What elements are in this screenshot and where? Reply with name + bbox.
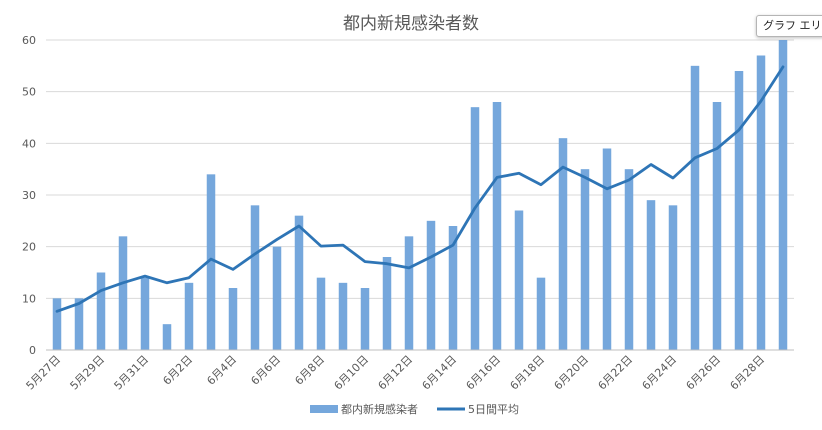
y-tick-label: 10 [22, 292, 36, 305]
y-tick-label: 60 [22, 34, 36, 47]
legend-line-label: 5日間平均 [468, 403, 519, 416]
bar[interactable] [118, 236, 128, 350]
bar[interactable] [294, 215, 304, 350]
bar[interactable] [426, 220, 436, 350]
x-axis-tick-labels: 5月27日 5月29日 5月31日 6月2日 6月4日 6月6日 6月8日 6月10日 6月12… [24, 353, 768, 393]
x-tick-label: 5月31日 [112, 353, 152, 393]
bar[interactable] [690, 65, 700, 350]
bar[interactable] [360, 288, 370, 350]
bar[interactable] [756, 55, 766, 351]
bar[interactable] [250, 205, 260, 350]
bar[interactable] [140, 277, 150, 350]
x-tick-label: 6月28日 [728, 353, 768, 393]
bar[interactable] [404, 236, 414, 350]
bar[interactable] [272, 246, 282, 350]
x-tick-label: 6月20日 [552, 353, 592, 393]
bar[interactable] [382, 257, 392, 350]
y-tick-label: 50 [22, 86, 36, 99]
y-tick-label: 30 [22, 189, 36, 202]
bar-series[interactable] [52, 40, 788, 351]
bar[interactable] [712, 102, 722, 350]
bar[interactable] [470, 107, 480, 351]
bar[interactable] [206, 174, 216, 350]
bar[interactable] [228, 288, 238, 350]
x-tick-label: 5月29日 [68, 353, 108, 393]
y-tick-label: 20 [22, 241, 36, 254]
bar[interactable] [734, 71, 744, 350]
x-tick-label: 6月24日 [640, 353, 680, 393]
chart-title: 都内新規感染者数 [343, 14, 479, 34]
legend-bar-swatch [310, 405, 338, 413]
bar[interactable] [316, 277, 326, 350]
y-axis-tick-labels: 0 10 20 30 40 50 60 [22, 34, 36, 357]
bar[interactable] [338, 282, 348, 350]
x-tick-label: 6月10日 [332, 353, 372, 393]
legend[interactable]: 都内新規感染者 5日間平均 [310, 402, 519, 416]
bar[interactable] [96, 272, 106, 351]
average-line[interactable] [55, 65, 785, 313]
bar[interactable] [668, 205, 678, 350]
x-tick-label: 6月6日 [248, 353, 283, 388]
bar[interactable] [580, 169, 590, 350]
x-tick-label: 6月12日 [376, 353, 416, 393]
bar[interactable] [162, 324, 172, 350]
y-tick-label: 0 [29, 344, 36, 357]
legend-bar-label: 都内新規感染者 [341, 402, 418, 416]
bar[interactable] [536, 277, 546, 350]
bar[interactable] [602, 148, 612, 351]
x-tick-label: 6月16日 [464, 353, 504, 393]
bar[interactable] [184, 282, 194, 350]
x-tick-label: 6月4日 [204, 353, 239, 388]
x-tick-label: 6月8日 [292, 353, 327, 388]
x-tick-label: 6月22日 [596, 353, 636, 393]
bar[interactable] [448, 226, 458, 350]
x-tick-label: 6月14日 [420, 353, 460, 393]
bar[interactable] [492, 102, 502, 350]
x-tick-label: 6月2日 [160, 353, 195, 388]
y-tick-label: 40 [22, 137, 36, 150]
x-tick-label: 6月26日 [684, 353, 724, 393]
bar[interactable] [624, 169, 634, 350]
bar[interactable] [778, 40, 788, 350]
bar[interactable] [558, 138, 568, 350]
bar[interactable] [52, 298, 62, 350]
bar[interactable] [646, 200, 656, 350]
x-tick-label: 5月27日 [24, 353, 64, 393]
bar[interactable] [74, 298, 84, 350]
bar[interactable] [514, 210, 524, 351]
chart-area-tooltip: グラフ エリア [756, 15, 822, 37]
x-tick-label: 6月18日 [508, 353, 548, 393]
